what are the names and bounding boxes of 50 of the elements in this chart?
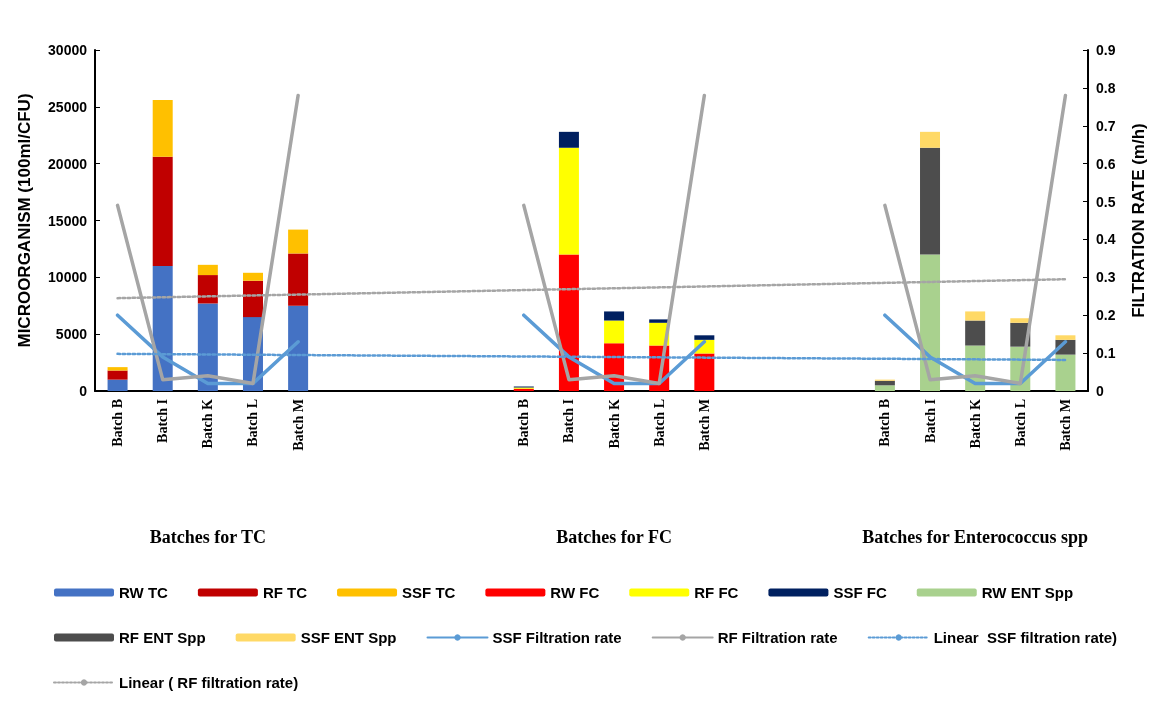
x-tick-label: Batch I <box>561 399 577 443</box>
legend-label: Linear SSF filtration rate) <box>933 629 1118 646</box>
x-tick-label: Batch K <box>606 398 622 449</box>
x-tick-label: Batch M <box>696 399 712 451</box>
y2-tick-label: 0.6 <box>1096 155 1116 172</box>
y-tick-label: 5000 <box>55 326 88 343</box>
x-tick-label: Batch B <box>877 399 893 447</box>
y2-tick-label: 0.5 <box>1096 193 1116 210</box>
text: Batches for TC <box>149 527 267 547</box>
legend-label: Linear ( RF filtration rate) <box>119 674 299 691</box>
y2-tick-label: 0.9 <box>1096 42 1116 58</box>
x-tick-label: Batch L <box>245 399 261 447</box>
y-tick-label: 10000 <box>48 269 88 286</box>
y2-tick-label: 0.2 <box>1096 307 1116 324</box>
y-tick-label: 15000 <box>48 212 88 229</box>
y2-axis-title: FILTRATION RATE (m/h) <box>1129 123 1148 318</box>
y2-tick-label: 0.4 <box>1096 231 1116 248</box>
y-tick-label: 25000 <box>48 98 88 115</box>
legend-label: RF FC <box>694 584 739 601</box>
text: Batches for FC <box>556 527 672 547</box>
y2-tick-label: 0.1 <box>1096 345 1116 362</box>
legend-label: RF ENT Spp <box>119 629 206 646</box>
x-tick-label: Batch B <box>516 399 532 447</box>
y-tick-label: 30000 <box>48 42 88 58</box>
x-tick-label: Batch M <box>290 399 306 451</box>
y2-tick-label: 0.3 <box>1096 269 1116 286</box>
x-tick-label: Batch I <box>922 399 938 443</box>
legend-label: RF TC <box>262 584 308 601</box>
x-tick-label: Batch L <box>651 399 667 447</box>
x-tick-label: Batch B <box>110 399 126 447</box>
legend-label: RW ENT Spp <box>981 584 1074 601</box>
y2-tick-label: 0.8 <box>1096 79 1116 96</box>
x-tick-label: Batch K <box>200 398 216 449</box>
x-tick-label: Batch M <box>1057 399 1073 451</box>
legend-label: RW FC <box>550 584 600 601</box>
legend-label: SSF ENT Spp <box>300 629 397 646</box>
y-axis-title: MICROORGANISM (100ml/CFU) <box>15 93 34 348</box>
legend-label: RF Filtration rate <box>717 629 838 646</box>
y-tick-label: 20000 <box>48 155 88 172</box>
y-tick-label: 0 <box>79 383 88 399</box>
legend-label: SSF Filtration rate <box>492 629 622 646</box>
legend-label: RW TC <box>119 584 169 601</box>
x-tick-label: Batch L <box>1012 399 1028 447</box>
x-tick-label: Batch K <box>967 398 983 449</box>
x-tick-label: Batch I <box>155 399 171 443</box>
legend-label: SSF TC <box>402 584 456 601</box>
text: Batches for Enterococcus spp <box>862 527 1089 547</box>
y2-tick-label: 0.7 <box>1096 117 1116 134</box>
legend-label: SSF FC <box>833 584 887 601</box>
y2-tick-label: 0 <box>1096 383 1104 399</box>
